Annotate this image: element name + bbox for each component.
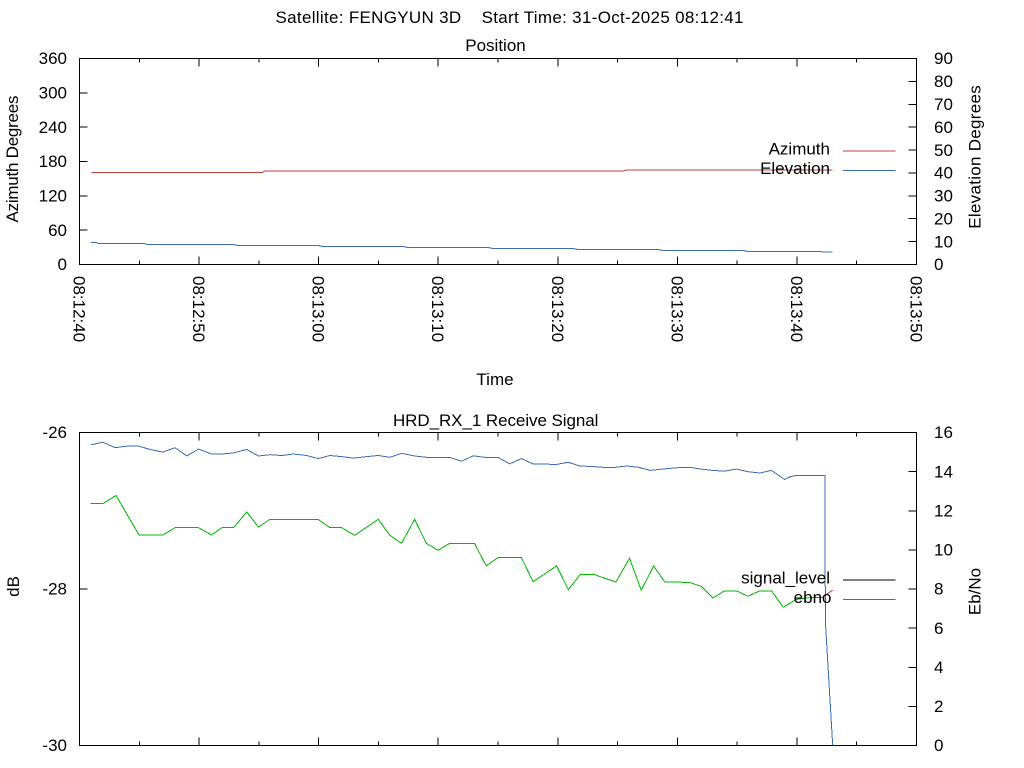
svg-text:signal_level: signal_level bbox=[741, 569, 830, 588]
svg-text:10: 10 bbox=[934, 541, 953, 560]
svg-text:180: 180 bbox=[39, 152, 67, 171]
svg-text:Azimuth: Azimuth bbox=[769, 140, 830, 159]
svg-text:08:13:30: 08:13:30 bbox=[667, 276, 686, 342]
svg-text:12: 12 bbox=[934, 502, 953, 521]
svg-text:120: 120 bbox=[39, 187, 67, 206]
svg-text:08:13:00: 08:13:00 bbox=[309, 276, 328, 342]
svg-text:70: 70 bbox=[934, 95, 953, 114]
svg-text:ebno: ebno bbox=[794, 588, 832, 607]
svg-text:08:13:40: 08:13:40 bbox=[787, 276, 806, 342]
svg-text:-30: -30 bbox=[42, 736, 67, 755]
svg-text:2: 2 bbox=[934, 697, 943, 716]
svg-text:360: 360 bbox=[39, 49, 67, 68]
svg-text:16: 16 bbox=[934, 423, 953, 442]
svg-text:8: 8 bbox=[934, 580, 943, 599]
svg-text:300: 300 bbox=[39, 84, 67, 103]
svg-text:08:12:40: 08:12:40 bbox=[70, 276, 89, 342]
svg-text:14: 14 bbox=[934, 462, 953, 481]
svg-text:60: 60 bbox=[48, 221, 67, 240]
svg-text:30: 30 bbox=[934, 187, 953, 206]
svg-text:08:13:10: 08:13:10 bbox=[428, 276, 447, 342]
svg-text:-28: -28 bbox=[42, 580, 67, 599]
svg-text:08:13:20: 08:13:20 bbox=[548, 276, 567, 342]
svg-text:10: 10 bbox=[934, 232, 953, 251]
svg-text:0: 0 bbox=[58, 255, 67, 274]
svg-text:Elevation Degrees: Elevation Degrees bbox=[966, 85, 985, 229]
svg-text:50: 50 bbox=[934, 141, 953, 160]
svg-text:-26: -26 bbox=[42, 423, 67, 442]
svg-text:0: 0 bbox=[934, 736, 943, 755]
svg-text:08:13:50: 08:13:50 bbox=[907, 276, 926, 342]
svg-text:90: 90 bbox=[934, 49, 953, 68]
svg-text:Position: Position bbox=[465, 36, 525, 55]
svg-text:60: 60 bbox=[934, 118, 953, 137]
svg-text:Azimuth Degrees: Azimuth Degrees bbox=[3, 96, 22, 223]
svg-text:6: 6 bbox=[934, 619, 943, 638]
svg-text:Time: Time bbox=[476, 370, 513, 389]
svg-text:Elevation: Elevation bbox=[760, 159, 830, 178]
svg-text:4: 4 bbox=[934, 658, 943, 677]
svg-text:Eb/No: Eb/No bbox=[966, 568, 985, 615]
svg-text:20: 20 bbox=[934, 209, 953, 228]
svg-text:40: 40 bbox=[934, 164, 953, 183]
svg-text:Satellite: FENGYUN 3D Start: Satellite: FENGYUN 3D Start Time: 31-Oct… bbox=[276, 8, 744, 27]
svg-text:80: 80 bbox=[934, 72, 953, 91]
svg-text:240: 240 bbox=[39, 118, 67, 137]
svg-text:08:12:50: 08:12:50 bbox=[189, 276, 208, 342]
svg-text:0: 0 bbox=[934, 255, 943, 274]
svg-text:HRD_RX_1 Receive Signal: HRD_RX_1 Receive Signal bbox=[393, 411, 599, 430]
svg-text:dB: dB bbox=[4, 576, 23, 597]
